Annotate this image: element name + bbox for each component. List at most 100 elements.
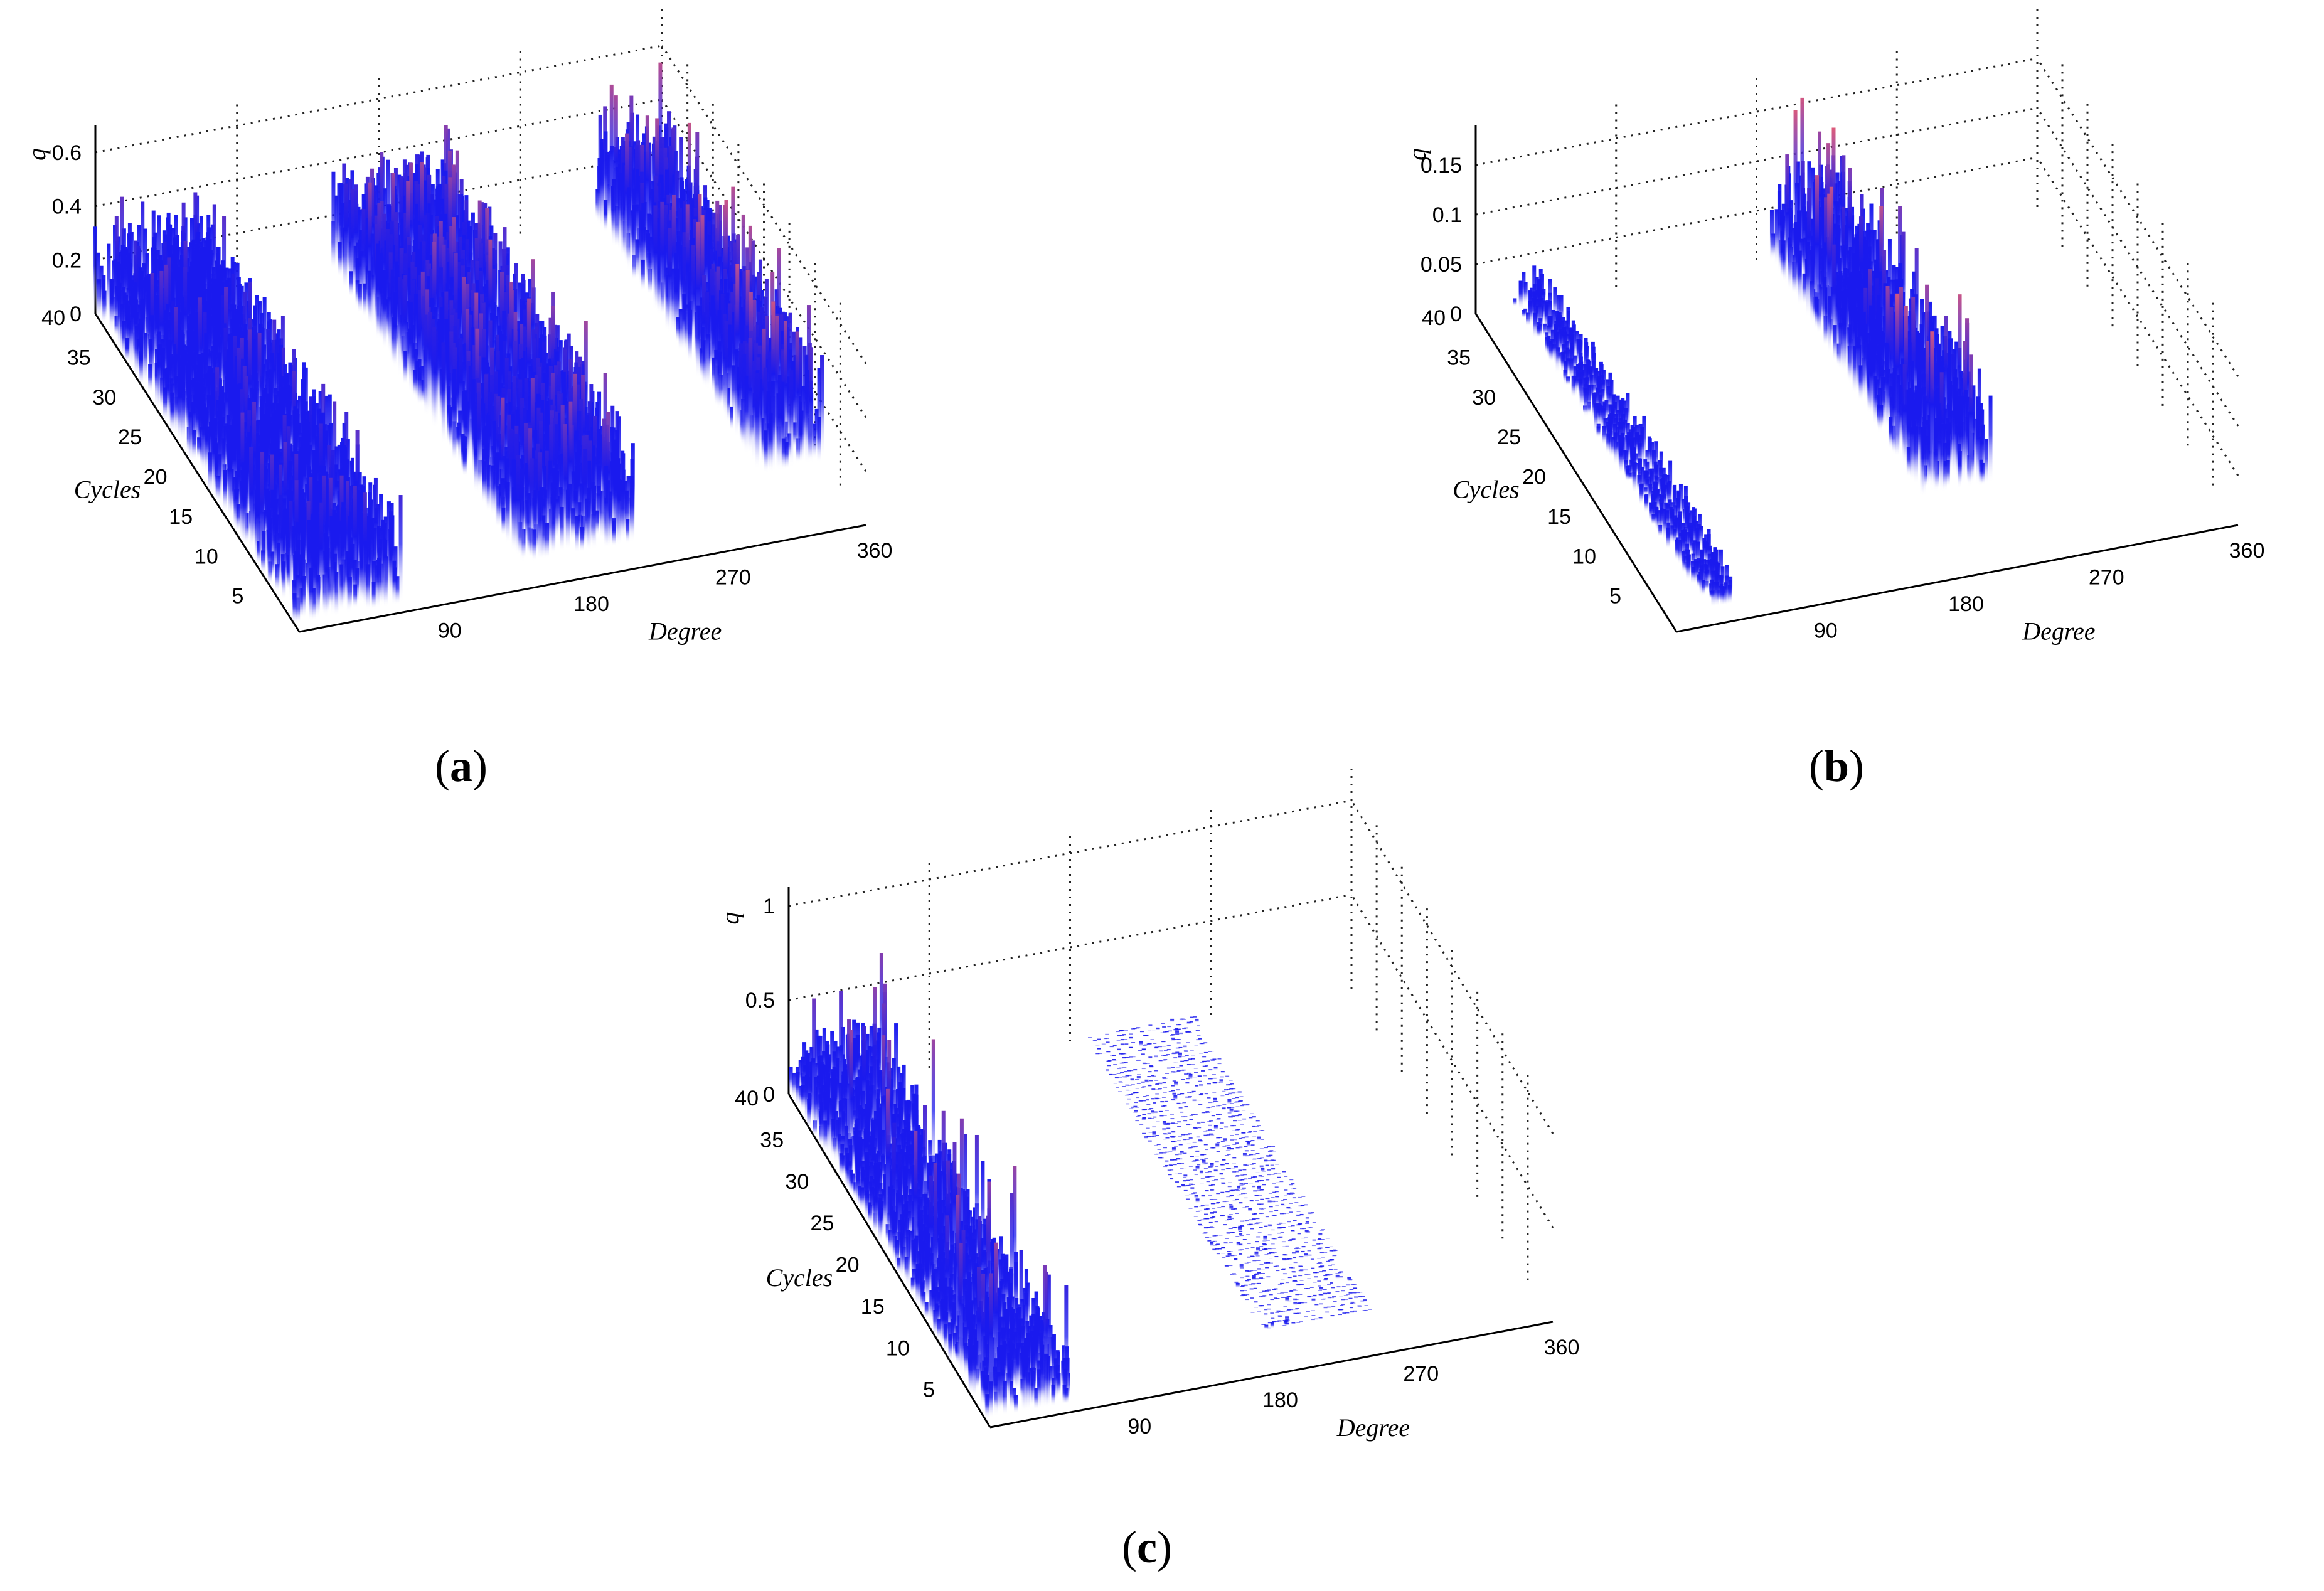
bar-a	[307, 519, 311, 612]
bar-a	[817, 417, 821, 463]
bar-a	[600, 425, 604, 513]
bar-a	[705, 291, 710, 390]
bar-a	[627, 187, 631, 272]
bar-a	[390, 269, 395, 365]
bar-a	[167, 362, 171, 425]
x-tick-label-a: 180	[573, 592, 609, 616]
bar-a	[739, 343, 744, 442]
bar-a	[530, 458, 534, 561]
bar-a	[597, 466, 602, 531]
bar-a	[477, 391, 481, 496]
bar-a	[245, 513, 249, 544]
bar-a	[183, 267, 188, 373]
bar-a	[376, 248, 380, 341]
bar-b	[1837, 181, 1842, 249]
bar-a	[260, 464, 264, 572]
bar-a	[139, 340, 144, 386]
bar-a	[580, 483, 584, 543]
bar-a	[461, 434, 465, 472]
bar-a	[415, 360, 420, 400]
bar-a	[639, 210, 643, 287]
bar-b	[1553, 287, 1557, 321]
bar-a	[577, 502, 582, 544]
bar-a	[267, 533, 272, 584]
bar-a	[781, 438, 786, 470]
bar-a	[604, 466, 609, 548]
bar-b	[1513, 298, 1517, 307]
bar-a	[154, 349, 159, 410]
bar-a	[312, 588, 316, 620]
bar-a	[626, 519, 630, 543]
bar-a	[702, 239, 706, 311]
y-tick-label-a: 35	[67, 346, 91, 370]
bar-a	[498, 415, 503, 514]
bar-a	[600, 149, 604, 228]
bar-a	[660, 201, 664, 319]
gridline-z-a-3	[95, 45, 663, 154]
bar-a	[293, 555, 297, 624]
bar-a	[353, 486, 357, 599]
bar-b	[1783, 240, 1787, 282]
bar-a	[817, 368, 821, 454]
bar-a	[696, 221, 700, 370]
bar-a	[353, 560, 357, 604]
bar-a	[349, 537, 353, 605]
bar-a	[614, 455, 619, 546]
bar-a	[334, 195, 339, 269]
bar-a	[348, 200, 353, 297]
bar-a	[525, 500, 530, 549]
bar-a	[459, 338, 463, 437]
bar-a	[172, 344, 176, 433]
bar-a	[721, 248, 725, 334]
bar-a	[769, 412, 773, 472]
bar-a	[197, 437, 201, 459]
bar-a	[262, 297, 267, 389]
bar-a	[532, 529, 536, 561]
bar-a	[368, 182, 372, 325]
bar-a	[395, 576, 400, 605]
bar-a	[368, 270, 372, 325]
bar-b	[1803, 193, 1807, 274]
bar-a	[565, 489, 570, 550]
bar-a	[580, 526, 584, 552]
bar-a	[777, 375, 782, 471]
bar-a	[612, 179, 616, 248]
bar-a	[766, 390, 770, 472]
bar-a	[338, 242, 342, 277]
bar-a	[678, 247, 683, 320]
bar-a	[262, 531, 266, 577]
bar-a	[249, 447, 253, 552]
bar-a	[761, 418, 765, 464]
bar-a	[495, 452, 499, 528]
bar-a	[129, 295, 133, 370]
bar-a	[413, 370, 417, 396]
bar-a	[370, 233, 375, 329]
bar-a	[494, 393, 498, 497]
bar-a	[520, 398, 525, 501]
bar-b	[1548, 341, 1553, 362]
bar-a	[247, 329, 252, 450]
bar-a	[482, 461, 486, 504]
bar-a	[752, 361, 756, 462]
x-axis-b	[1676, 524, 2239, 633]
bar-a	[809, 347, 813, 464]
bar-a	[206, 395, 211, 453]
bar-a	[223, 425, 228, 481]
bar-a	[236, 504, 240, 532]
bar-a	[334, 572, 339, 616]
bar-a	[676, 317, 680, 343]
bar-a	[102, 275, 106, 326]
bar-a	[370, 168, 375, 297]
bar-a	[727, 324, 732, 417]
bar-a	[798, 413, 802, 462]
bar-b	[1778, 184, 1782, 274]
bar-b	[1547, 335, 1551, 358]
bar-b	[1774, 209, 1779, 266]
gridline-z-b-1	[1475, 156, 2038, 265]
bar-a	[735, 349, 739, 439]
bar-b	[1547, 316, 1552, 340]
bar-a	[302, 443, 307, 515]
bar-a	[530, 378, 535, 508]
bar-a	[668, 228, 672, 335]
